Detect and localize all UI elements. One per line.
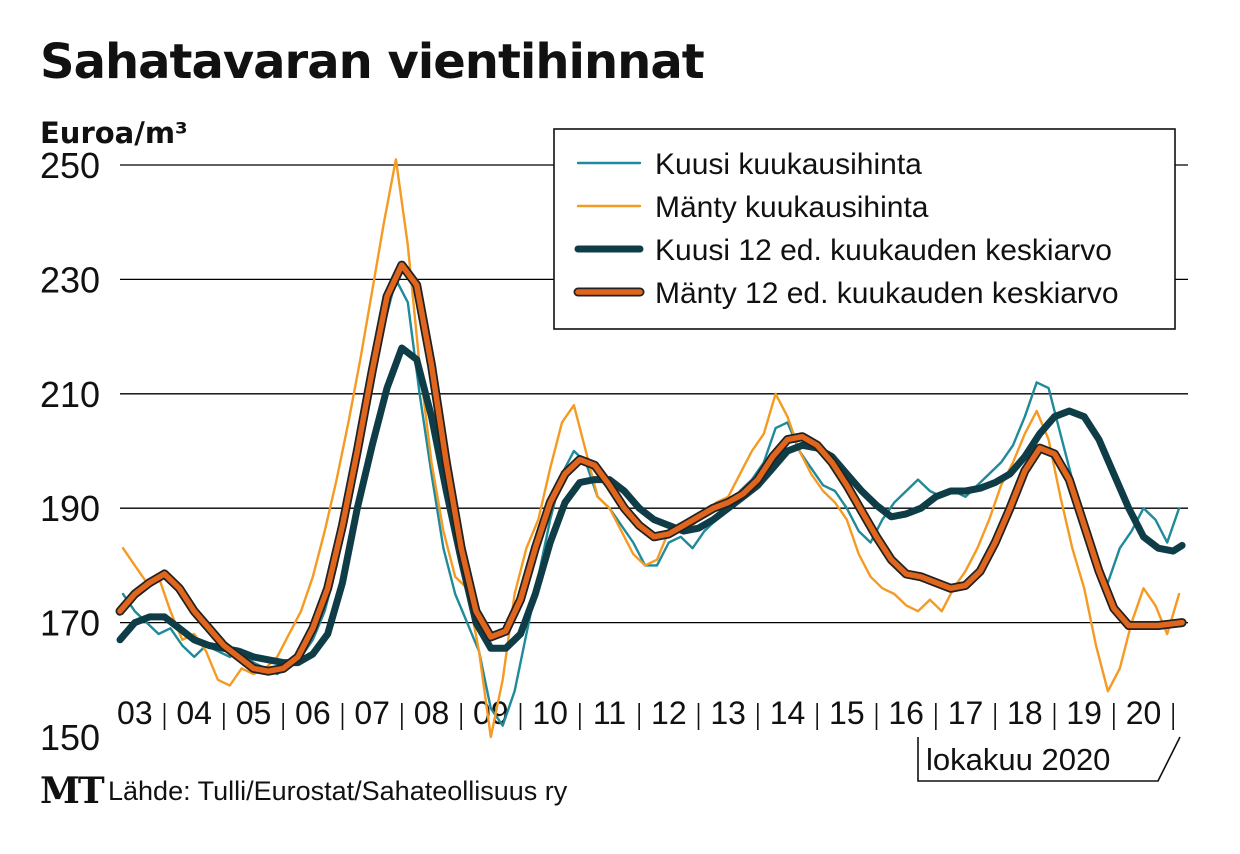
- y-tick-labels: 150 170 190 210 230 250: [40, 145, 100, 758]
- x-tick-14: 14: [770, 695, 806, 731]
- mt-logo: MT: [40, 770, 105, 812]
- x-tick-03: 03: [117, 695, 153, 731]
- series-line-0: [121, 278, 1181, 727]
- y-tick-230: 230: [40, 259, 100, 300]
- y-tick-190: 190: [40, 488, 100, 529]
- x-tick-16: 16: [888, 695, 924, 731]
- x-tick-19: 19: [1066, 695, 1102, 731]
- x-tick-18: 18: [1007, 695, 1043, 731]
- x-tick-08: 08: [414, 695, 450, 731]
- x-tick-20: 20: [1126, 695, 1162, 731]
- legend-box: [553, 128, 1176, 330]
- legend-label-0: Kuusi kuukausihinta: [655, 148, 922, 181]
- y-tick-210: 210: [40, 374, 100, 415]
- x-tick-05: 05: [236, 695, 272, 731]
- series-line-3: [117, 262, 1185, 674]
- x-tick-04: 04: [176, 695, 212, 731]
- legend-label-1: Mänty kuukausihinta: [655, 191, 929, 224]
- date-note: lokakuu 2020: [926, 742, 1111, 777]
- legend-label-2: Kuusi 12 ed. kuukauden keskiarvo: [655, 234, 1112, 267]
- x-tick-10: 10: [532, 695, 568, 731]
- series-lines: [115, 158, 1187, 739]
- x-tick-15: 15: [829, 695, 865, 731]
- x-tick-marks: 03 04 05 06 07 08 09 10 11 12 13 14 15 16 17 18 19 20: [117, 695, 1174, 731]
- x-tick-12: 12: [651, 695, 687, 731]
- chart-title: Sahatavaran vientihinnat: [40, 34, 705, 90]
- x-tick-06: 06: [295, 695, 331, 731]
- y-axis-label: Euroa/m³: [40, 116, 188, 150]
- x-tick-13: 13: [710, 695, 746, 731]
- series-line-2: [116, 344, 1186, 667]
- y-tick-170: 170: [40, 603, 100, 644]
- x-tick-11: 11: [593, 695, 626, 731]
- y-tick-250: 250: [40, 145, 100, 186]
- source-note: Lähde: Tulli/Eurostat/Sahateollisuus ry: [108, 776, 568, 806]
- x-tick-17: 17: [948, 695, 984, 731]
- y-tick-150: 150: [40, 717, 100, 758]
- date-box-frame: [917, 736, 1181, 782]
- x-tick-07: 07: [354, 695, 390, 731]
- legend: Kuusi kuukausihinta Mänty kuukausihinta Ku…: [553, 128, 1176, 330]
- date-box: [917, 736, 1181, 782]
- legend-label-3: Mänty 12 ed. kuukauden keskiarvo: [655, 277, 1119, 310]
